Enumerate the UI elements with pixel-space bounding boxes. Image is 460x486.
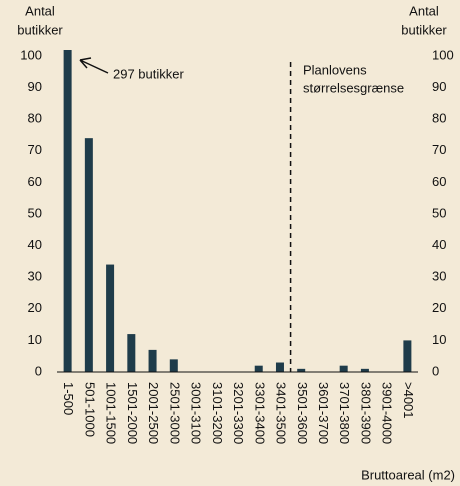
bar (84, 138, 93, 372)
x-tick-label: 2501-3000 (167, 382, 182, 444)
bar (360, 368, 369, 372)
bar (254, 365, 263, 372)
y2-tick-label: 70 (432, 142, 446, 157)
y-tick-label: 70 (28, 142, 42, 157)
x-tick-label: 3301-3400 (252, 382, 267, 444)
x-tick-label: >4001 (401, 382, 416, 419)
y-tick-label: 10 (28, 332, 42, 347)
y-label: Antal (25, 3, 55, 18)
y-tick-label: 40 (28, 237, 42, 252)
y2-tick-label: 90 (432, 79, 446, 94)
plot-area (63, 50, 412, 372)
y2-tick-label: 40 (432, 237, 446, 252)
y2-tick-label: 100 (432, 47, 454, 62)
x-tick-label: 3601-3700 (316, 382, 331, 444)
y2-tick-label: 60 (432, 174, 446, 189)
bar (169, 359, 178, 372)
y2-tick-label: 20 (432, 300, 446, 315)
y2-label: butikker (401, 22, 447, 37)
y2-tick-label: 0 (432, 363, 439, 378)
bar (297, 368, 306, 372)
x-label: Bruttoareal (m2) (361, 467, 455, 482)
x-tick-label: 2001-2500 (146, 382, 161, 444)
x-tick-label: 1501-2000 (125, 382, 140, 444)
bar (403, 340, 412, 372)
x-tick-label: 1001-1500 (104, 382, 119, 444)
x-tick-label: 501-1000 (82, 382, 97, 437)
y-tick-label: 100 (20, 47, 42, 62)
y2-tick-label: 10 (432, 332, 446, 347)
y2-label: Antal (409, 3, 439, 18)
y-tick-label: 90 (28, 79, 42, 94)
bar (148, 349, 157, 372)
y-label: butikker (17, 22, 63, 37)
annotation: 297 butikker (113, 66, 184, 81)
y2-tick-label: 30 (432, 269, 446, 284)
y-tick-label: 80 (28, 111, 42, 126)
x-tick-label: 3501-3600 (295, 382, 310, 444)
annotation: Planlovens (303, 62, 367, 77)
y-tick-label: 30 (28, 269, 42, 284)
bar (63, 50, 72, 372)
x-tick-label: 3101-3200 (210, 382, 225, 444)
x-tick-label: 3001-3100 (189, 382, 204, 444)
bar (106, 264, 115, 372)
y-tick-label: 20 (28, 300, 42, 315)
x-tick-label: 3401-3500 (274, 382, 289, 444)
y-tick-label: 50 (28, 205, 42, 220)
x-tick-label: 3901-4000 (380, 382, 395, 444)
bar (127, 334, 136, 372)
annotation: størrelsesgrænse (303, 80, 404, 95)
bar (275, 362, 284, 372)
annotation-arrow (79, 57, 109, 74)
x-tick-label: 3701-3800 (337, 382, 352, 444)
bar (339, 365, 348, 372)
x-tick-label: 3201-3300 (231, 382, 246, 444)
y-tick-label: 0 (35, 363, 42, 378)
y-tick-label: 60 (28, 174, 42, 189)
x-tick-label: 3801-3900 (358, 382, 373, 444)
y2-tick-label: 50 (432, 205, 446, 220)
y2-tick-label: 80 (432, 111, 446, 126)
x-tick-label: 1-500 (61, 382, 76, 415)
